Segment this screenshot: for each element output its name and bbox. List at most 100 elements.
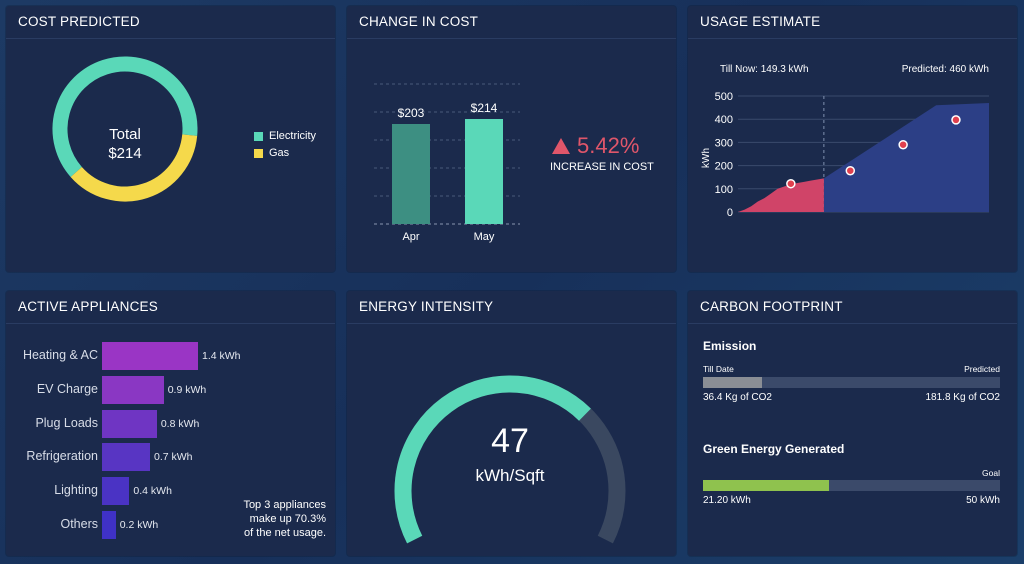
appliance-label: Plug Loads [35, 415, 98, 430]
legend-swatch-electricity [254, 131, 263, 141]
emission-progress-fill [703, 377, 763, 388]
divider [6, 323, 335, 324]
green-energy-progress-bar [703, 480, 1000, 491]
appliance-row: Refrigeration 0.7 kWh [6, 443, 336, 472]
donut-slice-electricity [52, 56, 198, 177]
change-in-cost-panel: CHANGE IN COST $203 Apr $214 May 5.42% INCR… [347, 6, 676, 272]
y-tick-label: 200 [715, 161, 733, 173]
appliance-value: 0.9 kWh [167, 383, 207, 396]
divider [6, 38, 335, 39]
legend-swatch-gas [254, 148, 263, 158]
appliance-row: Heating & AC 1.4 kWh [6, 342, 336, 370]
legend-label: Electricity [269, 130, 317, 142]
legend-electricity: Electricity [254, 130, 316, 142]
panel-title: CARBON FOOTPRINT [700, 299, 843, 314]
usage-marker[interactable] [898, 139, 908, 150]
actual-usage-area [738, 178, 824, 212]
gauge-value: 47 [491, 422, 529, 460]
increase-triangle-icon [552, 138, 570, 154]
divider [347, 323, 676, 324]
appliance-note: Top 3 appliances make up 70.3% of the ne… [243, 498, 326, 540]
emission-heading: Emission [703, 339, 757, 353]
green-right-value: 50 kWh [966, 495, 1000, 506]
appliance-bar [102, 409, 157, 438]
y-axis-label: kWh [701, 148, 712, 168]
donut-center-value: $214 [108, 145, 141, 162]
appliance-value: 0.4 kWh [133, 485, 172, 498]
till-now-label: Till Now: [720, 64, 758, 75]
usage-area-chart: 0 100 200 300 400 500 kWh [701, 91, 989, 219]
divider [347, 38, 676, 39]
usage-marker[interactable] [786, 178, 796, 189]
bar-may [465, 119, 503, 224]
legend-gas: Gas [254, 147, 289, 159]
bar-category-label: May [474, 231, 495, 243]
emission-right-label: Predicted [964, 364, 1000, 374]
green-energy-progress-fill [703, 480, 829, 491]
cost-bar-chart: $203 Apr $214 May [374, 83, 520, 243]
predicted-value: 460 kWh [949, 64, 989, 75]
appliance-label: EV Charge [36, 381, 98, 396]
cost-predicted-panel: COST PREDICTED Total $214 Electricity Ga… [6, 6, 335, 272]
emission-left-value: 36.4 Kg of CO2 [703, 392, 772, 403]
emission-left-label: Till Date [703, 364, 734, 374]
bar-category-label: Apr [402, 231, 419, 243]
till-now-value: 149.3 kWh [760, 64, 809, 75]
appliance-label: Others [60, 517, 98, 531]
appliance-row: Plug Loads 0.8 kWh [6, 409, 336, 438]
energy-intensity-panel: ENERGY INTENSITY 47 kWh/Sqft [347, 291, 676, 556]
divider [688, 323, 1017, 324]
y-tick-label: 400 [715, 114, 733, 126]
panel-title: ENERGY INTENSITY [359, 299, 494, 314]
bar-data-label: $214 [471, 101, 498, 115]
change-value: 5.42% [577, 133, 640, 158]
green-right-label: Goal [982, 468, 1000, 478]
appliance-value: 1.4 kWh [202, 350, 241, 362]
donut-center-label: Total [109, 126, 141, 143]
emission-progress-bar [703, 377, 1000, 388]
panel-title: USAGE ESTIMATE [700, 14, 821, 29]
note-line: make up 70.3% [249, 513, 326, 525]
panel-title: CHANGE IN COST [359, 14, 479, 29]
donut-chart: Total $214 [52, 56, 198, 202]
appliance-label: Heating & AC [22, 348, 98, 362]
energy-gauge: 47 kWh/Sqft [394, 375, 626, 544]
panel-title: COST PREDICTED [18, 14, 140, 29]
appliance-label: Refrigeration [26, 449, 98, 464]
appliance-row: Others 0.2 kWh [6, 511, 336, 539]
appliance-value: 0.7 kWh [154, 451, 193, 464]
appliance-bar [102, 477, 130, 506]
appliance-bar [102, 375, 164, 404]
bar-data-label: $203 [398, 106, 425, 120]
appliance-bar [102, 511, 116, 539]
note-line: Top 3 appliances [243, 499, 326, 511]
predicted-label: Predicted: [901, 64, 947, 75]
appliance-row: Lighting 0.4 kWh [6, 477, 336, 506]
gauge-unit: kWh/Sqft [476, 466, 545, 485]
divider [688, 38, 1017, 39]
y-tick-label: 300 [715, 137, 733, 149]
y-tick-label: 0 [727, 207, 733, 219]
gauge-fill [394, 375, 591, 544]
appliance-label: Lighting [54, 483, 98, 498]
carbon-footprint-panel: CARBON FOOTPRINT Emission Till Date Pred… [688, 291, 1017, 556]
bar-apr [392, 124, 430, 224]
till-now-summary: Till Now: 149.3 kWh [720, 64, 809, 75]
y-tick-label: 500 [715, 91, 733, 103]
predicted-area [823, 102, 989, 212]
usage-marker[interactable] [845, 165, 856, 176]
green-energy-heading: Green Energy Generated [703, 442, 845, 456]
emission-right-value: 181.8 Kg of CO2 [925, 392, 1001, 403]
appliance-bar [102, 342, 198, 370]
appliance-value: 0.2 kWh [119, 519, 159, 531]
change-caption: INCREASE IN COST [550, 161, 654, 173]
green-left-value: 21.20 kWh [703, 495, 751, 506]
active-appliances-panel: ACTIVE APPLIANCES Heating & AC 1.4 kWh EV … [6, 291, 335, 556]
appliance-bar [102, 443, 150, 472]
usage-marker[interactable] [951, 115, 961, 125]
predicted-summary: Predicted: 460 kWh [902, 64, 989, 75]
appliance-row: EV Charge 0.9 kWh [6, 375, 336, 404]
panel-title: ACTIVE APPLIANCES [18, 299, 158, 314]
note-line: of the net usage. [244, 527, 326, 539]
appliance-value: 0.8 kWh [160, 417, 200, 430]
